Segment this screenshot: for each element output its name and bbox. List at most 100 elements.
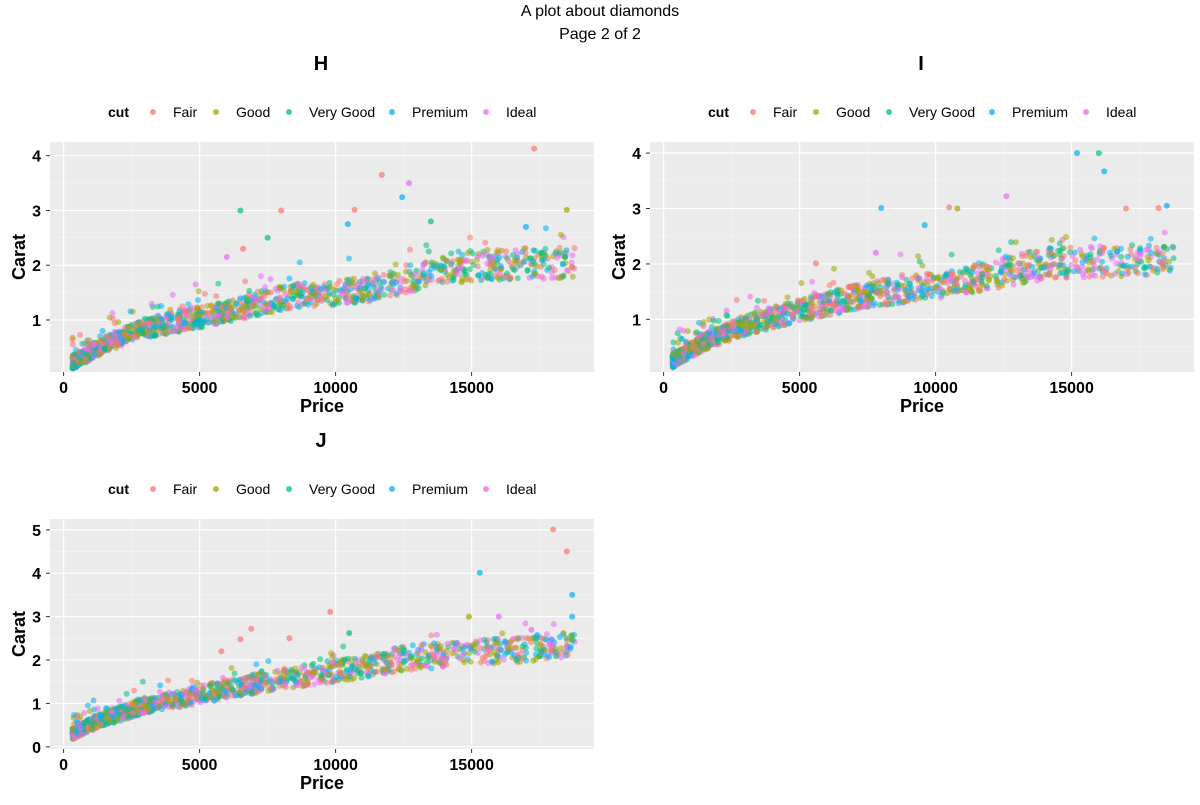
data-point: [275, 306, 282, 313]
data-point: [215, 280, 222, 287]
y-tick-label: 2: [632, 257, 641, 274]
data-point: [297, 678, 304, 685]
data-point: [540, 651, 547, 658]
data-point: [1019, 253, 1026, 260]
data-point: [840, 297, 847, 304]
data-point: [116, 697, 123, 704]
legend-label: Premium: [412, 104, 468, 120]
data-point: [948, 251, 955, 258]
data-point: [689, 344, 696, 351]
data-point: [1001, 276, 1007, 283]
data-point: [332, 295, 339, 302]
data-point: [544, 631, 550, 638]
data-point: [431, 658, 438, 665]
data-point: [785, 320, 792, 327]
data-point: [200, 686, 207, 693]
data-point-outlier: [531, 145, 538, 152]
data-point-outlier: [921, 222, 928, 229]
data-point-outlier: [878, 205, 885, 211]
data-point: [894, 281, 901, 288]
data-point: [1123, 262, 1130, 269]
legend: cut Fair Good Very Good Premium Ideal: [108, 481, 536, 497]
data-point: [162, 700, 169, 707]
data-point: [347, 666, 354, 673]
data-point: [754, 315, 761, 322]
data-point: [216, 308, 222, 315]
data-point: [243, 681, 250, 688]
data-point: [401, 286, 408, 293]
data-point-outlier: [495, 613, 502, 620]
data-point: [147, 333, 154, 340]
data-point: [519, 643, 526, 650]
data-point: [1170, 255, 1177, 262]
data-point: [810, 308, 817, 315]
data-point: [340, 643, 347, 650]
data-point: [670, 363, 677, 370]
data-point: [131, 687, 138, 694]
data-point: [1086, 259, 1092, 266]
data-point: [899, 274, 906, 281]
data-point: [503, 248, 510, 255]
data-point: [1091, 266, 1097, 273]
data-point: [324, 658, 331, 665]
data-point: [1070, 268, 1077, 275]
data-point: [511, 644, 518, 651]
data-point: [242, 690, 249, 696]
data-point: [228, 665, 235, 671]
data-point: [390, 271, 397, 278]
data-point: [365, 291, 372, 298]
data-point: [409, 283, 416, 290]
data-point: [97, 714, 104, 721]
page-title: A plot about diamonds: [520, 3, 680, 20]
data-point: [317, 656, 324, 663]
data-point: [423, 242, 430, 249]
data-point: [1087, 243, 1094, 250]
data-point: [346, 255, 352, 262]
data-point: [481, 657, 488, 664]
data-point: [145, 706, 152, 713]
data-point: [115, 340, 122, 347]
data-point: [98, 340, 105, 347]
data-point: [199, 309, 206, 316]
data-point: [295, 280, 302, 287]
data-point: [309, 669, 316, 676]
data-point: [398, 644, 405, 651]
data-point: [165, 320, 172, 327]
data-point: [558, 231, 564, 238]
legend-label: Premium: [412, 481, 468, 497]
data-point: [403, 262, 410, 269]
data-point: [492, 640, 499, 647]
data-point: [541, 256, 548, 263]
data-points: [669, 150, 1177, 371]
data-point: [477, 644, 484, 651]
legend: cut Fair Good Very Good Premium Ideal: [108, 104, 536, 120]
data-point: [1124, 253, 1131, 260]
data-point: [401, 278, 408, 285]
data-point: [775, 323, 782, 330]
data-point: [493, 657, 500, 663]
data-point: [361, 653, 368, 659]
data-point: [202, 695, 209, 702]
data-point: [201, 290, 208, 297]
data-point: [751, 310, 757, 317]
data-point: [1099, 247, 1106, 254]
data-point: [207, 302, 214, 309]
data-point: [905, 294, 912, 301]
data-point: [242, 303, 248, 310]
data-point: [342, 656, 349, 663]
data-point: [507, 639, 514, 646]
data-point: [69, 725, 76, 732]
data-point: [546, 654, 553, 661]
data-point: [395, 666, 402, 673]
data-point: [1007, 267, 1014, 274]
legend-key-ideal: [483, 109, 489, 115]
data-point: [146, 327, 153, 334]
data-point: [670, 351, 677, 358]
data-point: [735, 333, 742, 340]
legend-label: Fair: [173, 481, 197, 497]
legend-title: cut: [108, 104, 129, 120]
data-point: [721, 337, 728, 344]
data-point: [348, 656, 355, 663]
data-point: [801, 306, 808, 313]
